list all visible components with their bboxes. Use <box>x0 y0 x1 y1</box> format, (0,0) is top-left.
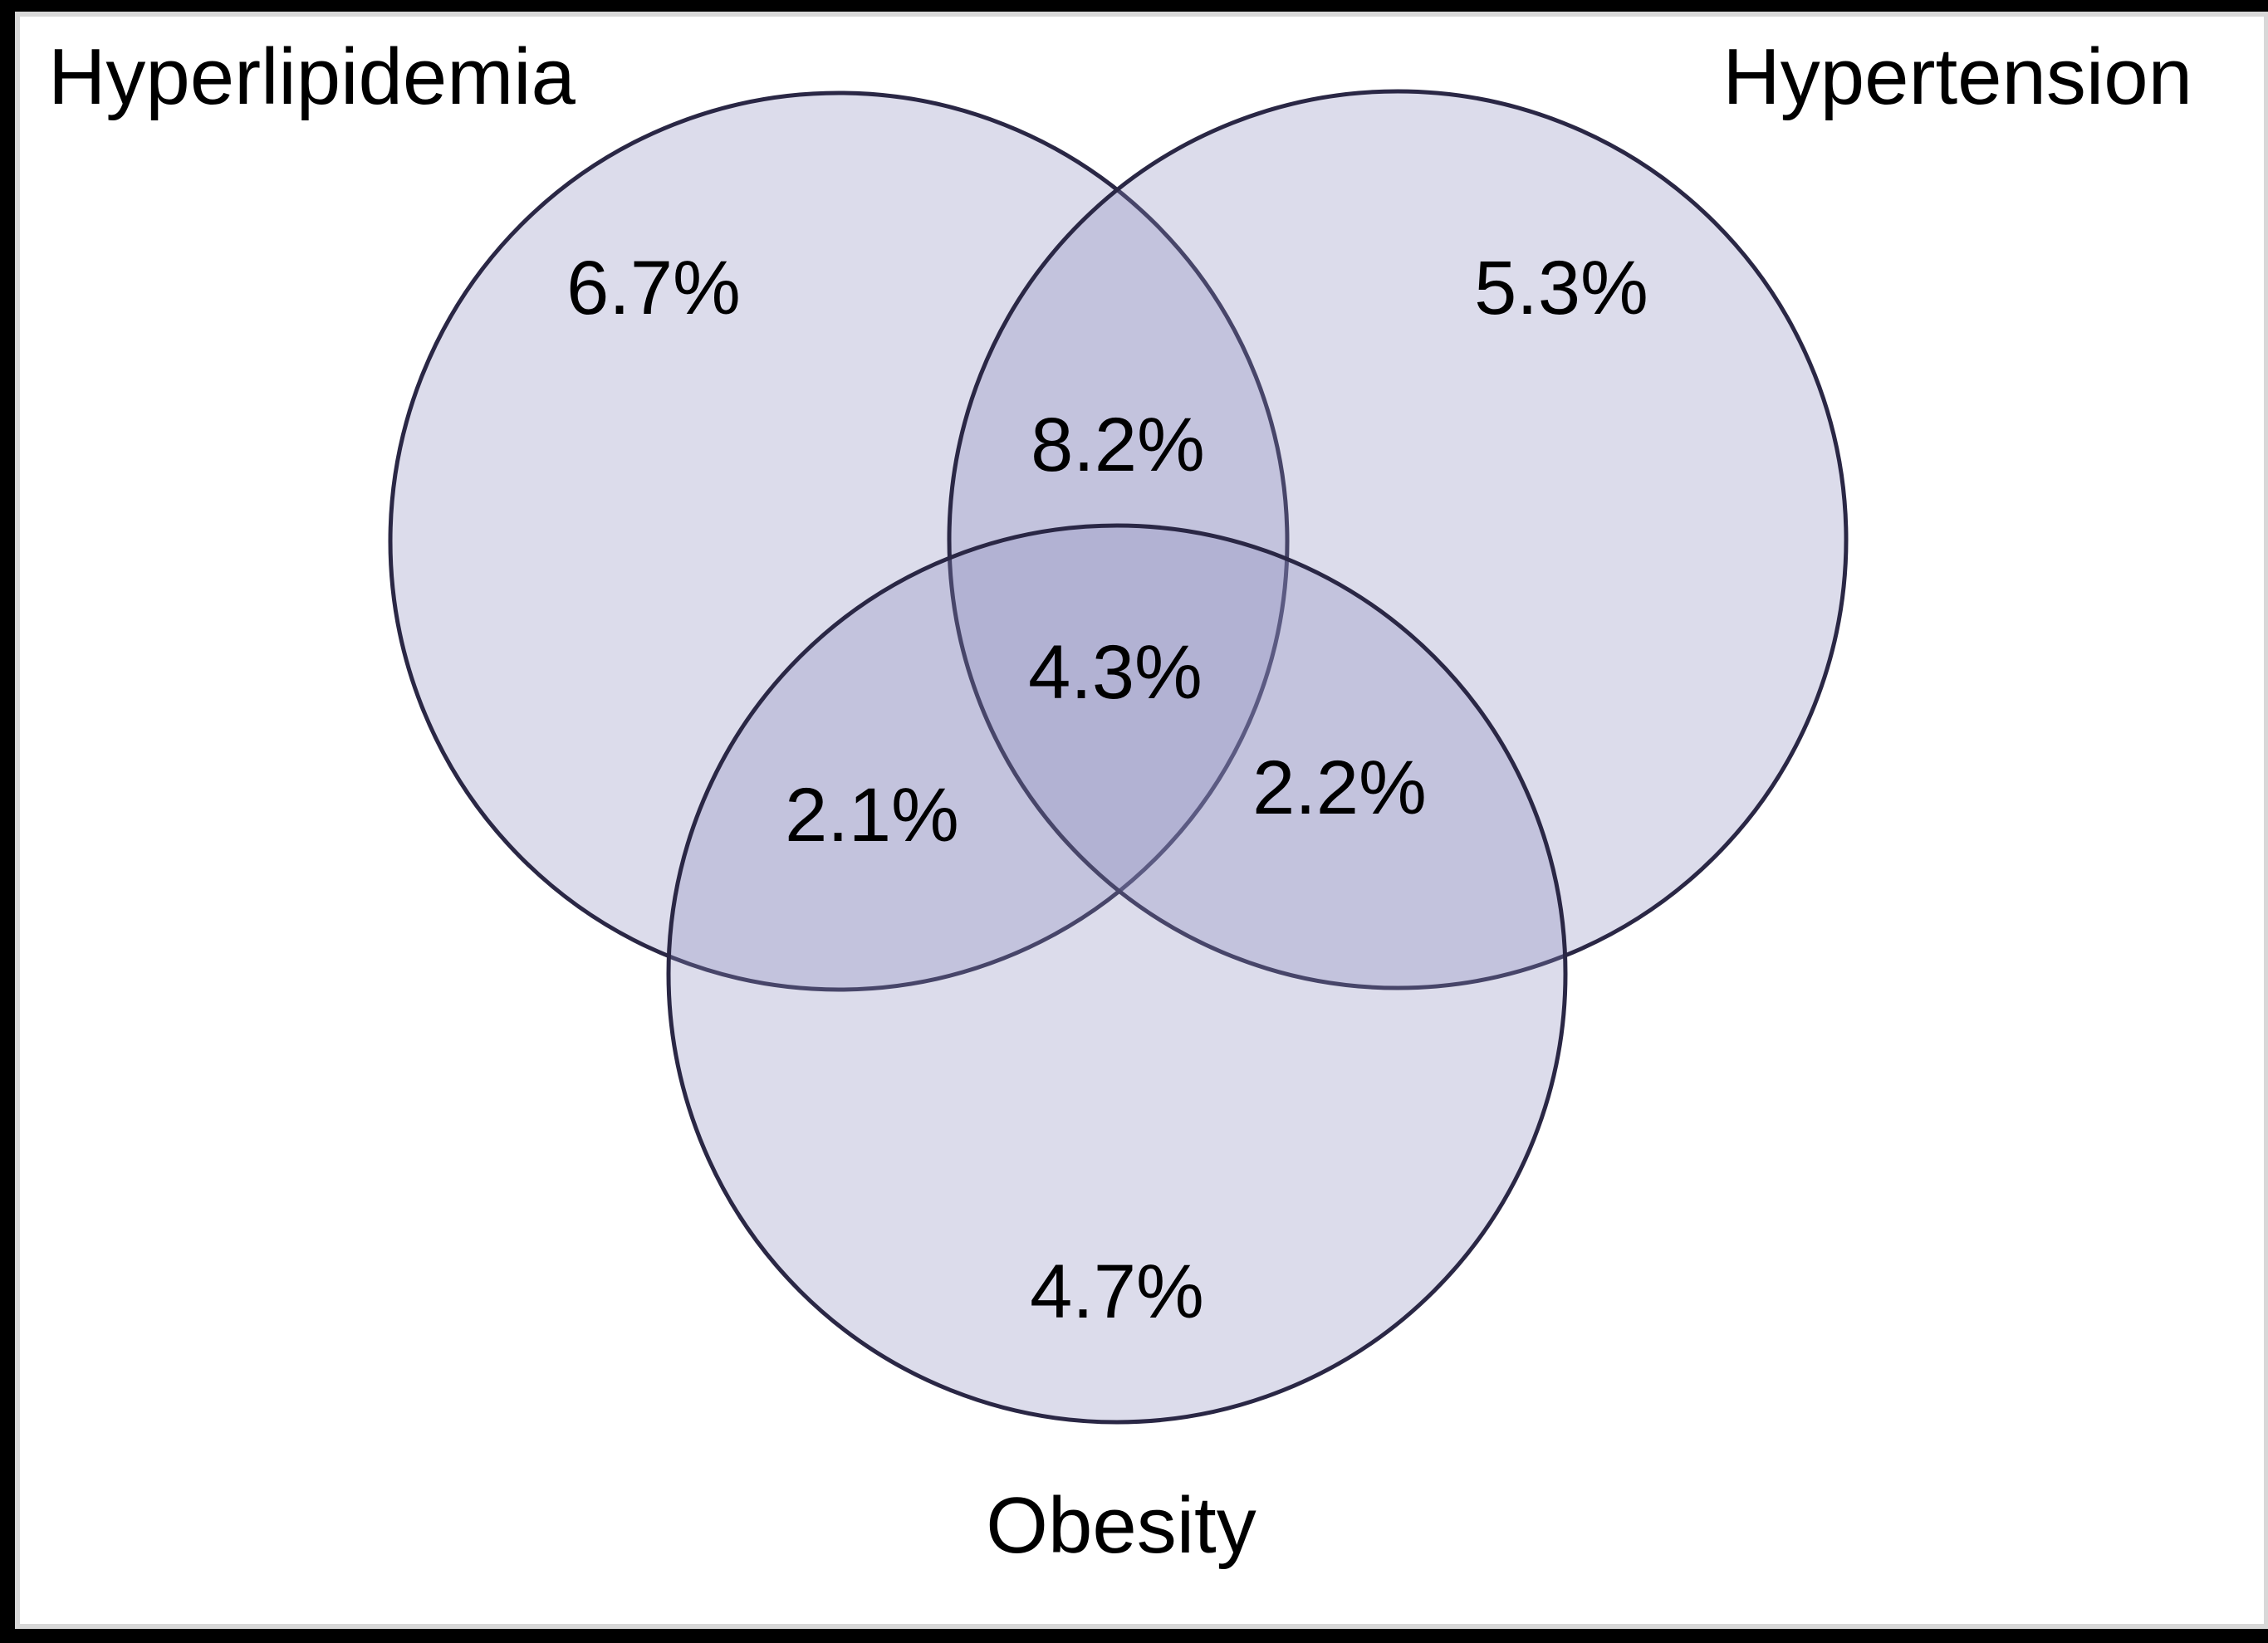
region-value-hyperlipidemia-obesity: 2.1% <box>785 773 959 858</box>
set-label-hypertension: Hypertension <box>1722 32 2192 121</box>
set-label-hyperlipidemia: Hyperlipidemia <box>48 32 576 121</box>
inner-panel <box>15 12 2268 1629</box>
region-value-all-three: 4.3% <box>1028 630 1203 715</box>
set-label-obesity: Obesity <box>986 1481 1256 1570</box>
region-value-obesity-only: 4.7% <box>1030 1249 1204 1334</box>
region-value-hypertension-only: 5.3% <box>1474 246 1648 330</box>
obesity-circle <box>666 523 1568 1425</box>
region-value-hyperlipidemia-hypertension: 8.2% <box>1031 403 1205 487</box>
region-value-hyperlipidemia-only: 6.7% <box>566 246 741 330</box>
hyperlipidemia-circle <box>388 90 1290 992</box>
region-value-hypertension-obesity: 2.2% <box>1252 746 1427 830</box>
hypertension-circle <box>947 89 1849 990</box>
